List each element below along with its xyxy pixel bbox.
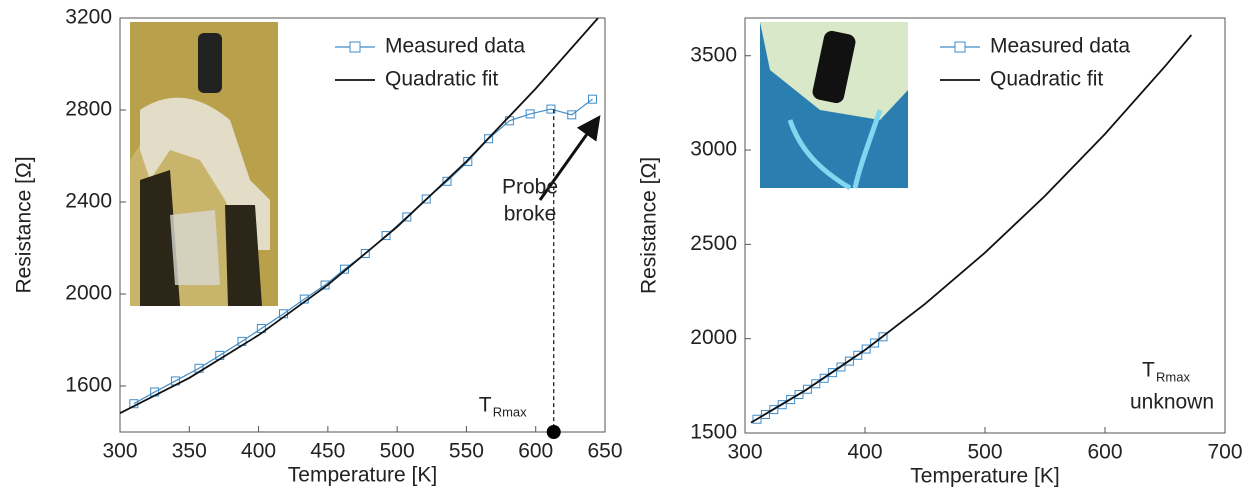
data-point	[381, 231, 391, 241]
data-point	[786, 395, 796, 405]
x-tick-label: 450	[310, 440, 345, 463]
y-tick-label: 2000	[65, 282, 112, 305]
annotation: T	[1142, 359, 1155, 382]
y-tick-label: 3000	[690, 138, 737, 161]
y-tick-label: 2000	[690, 326, 737, 349]
data-point	[320, 280, 330, 290]
annotation-subscript: Rmax	[1156, 369, 1190, 384]
data-point	[836, 362, 846, 372]
legend-label: Quadratic fit	[385, 68, 498, 91]
data-point	[844, 356, 854, 366]
data-point	[853, 350, 863, 360]
x-tick-label: 500	[967, 441, 1002, 464]
data-point	[760, 410, 770, 420]
x-tick-label: 300	[727, 441, 762, 464]
data-point	[870, 338, 880, 348]
legend-marker	[349, 41, 361, 53]
x-tick-label: 650	[587, 440, 622, 463]
x-tick-label: 400	[847, 441, 882, 464]
data-point	[546, 104, 556, 114]
x-tick-label: 400	[241, 440, 276, 463]
data-point	[463, 157, 473, 167]
data-point	[878, 332, 888, 342]
legend-label: Measured data	[990, 35, 1130, 58]
plot-frame	[119, 17, 606, 433]
x-tick-label: 300	[102, 440, 137, 463]
inset-photo	[760, 22, 908, 191]
data-point	[769, 405, 779, 415]
data-point	[339, 264, 349, 274]
data-point	[819, 373, 829, 383]
data-point	[442, 176, 452, 186]
x-tick-label: 350	[172, 440, 207, 463]
y-tick-label: 2400	[65, 190, 112, 213]
data-point	[828, 368, 838, 378]
y-tick-label: 2800	[65, 98, 112, 121]
inset-photo	[130, 22, 278, 306]
x-tick-label: 500	[380, 440, 415, 463]
y-tick-label: 3200	[65, 6, 112, 29]
data-point	[752, 414, 762, 424]
x-axis-label: Temperature [K]	[910, 465, 1059, 488]
legend-marker	[954, 41, 966, 53]
x-tick-label: 550	[449, 440, 484, 463]
x-axis-label: Temperature [K]	[288, 464, 437, 487]
annotation-subscript: Rmax	[493, 404, 527, 419]
y-axis-label: Resistance [Ω]	[13, 156, 36, 293]
data-point	[802, 384, 812, 394]
data-point	[402, 212, 412, 222]
y-tick-label: 1500	[690, 421, 737, 444]
trmax-dot	[546, 425, 561, 439]
annotation: Probe	[502, 176, 558, 199]
y-tick-label: 1600	[65, 374, 112, 397]
data-point	[421, 194, 431, 204]
data-point	[794, 390, 804, 400]
x-tick-label: 700	[1207, 441, 1242, 464]
annotation: unknown	[1130, 391, 1214, 414]
series-line	[120, 18, 599, 414]
data-point	[777, 400, 787, 410]
legend-label: Measured data	[385, 35, 525, 58]
annotation: broke	[504, 203, 557, 226]
annotation-arrow	[538, 115, 601, 201]
data-point	[484, 134, 494, 144]
y-tick-label: 3500	[690, 43, 737, 66]
x-tick-label: 600	[1087, 441, 1122, 464]
y-tick-label: 2500	[690, 232, 737, 255]
data-point	[567, 110, 577, 120]
x-tick-label: 600	[518, 440, 553, 463]
data-point	[525, 109, 535, 119]
annotation: T	[479, 394, 492, 417]
series-line	[750, 34, 1193, 424]
data-point	[360, 249, 370, 259]
legend-label: Quadratic fit	[990, 68, 1103, 91]
data-point	[861, 344, 871, 354]
data-point	[811, 379, 821, 389]
y-axis-label: Resistance [Ω]	[638, 157, 661, 294]
data-point	[588, 94, 598, 104]
